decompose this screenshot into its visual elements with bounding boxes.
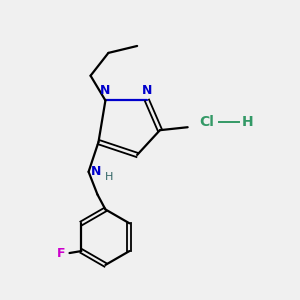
Text: Cl: Cl (200, 115, 214, 129)
Text: N: N (100, 85, 111, 98)
Text: N: N (142, 85, 152, 98)
Text: H: H (104, 172, 113, 182)
Text: H: H (242, 115, 254, 129)
Text: F: F (57, 247, 66, 260)
Text: N: N (91, 165, 101, 178)
